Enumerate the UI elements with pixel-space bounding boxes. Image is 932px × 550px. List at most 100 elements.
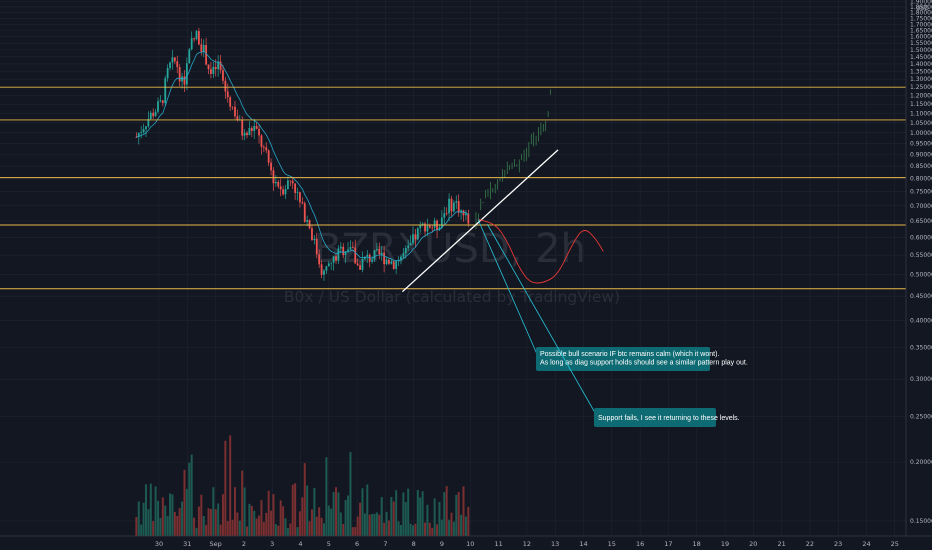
volume-bar [176, 515, 179, 536]
candle-body [195, 31, 198, 40]
candle-body [229, 97, 232, 107]
candle-body [299, 192, 301, 203]
candle-body [448, 198, 450, 214]
diagonal-support-trendline[interactable] [401, 149, 559, 293]
y-tick-label: 1.85000000 [910, 4, 932, 11]
candle-body [349, 247, 352, 250]
candle-body [301, 202, 304, 204]
volume-bar [214, 509, 217, 536]
volume-bar [397, 521, 400, 536]
annotation-bear-box[interactable] [594, 408, 716, 427]
candle-body [246, 132, 248, 136]
volume-bar [392, 501, 395, 536]
volume-bar [436, 524, 439, 536]
volume-bar [361, 488, 364, 536]
candle-body [385, 259, 388, 265]
x-tick-label: 4 [298, 540, 302, 548]
volume-bar [371, 513, 374, 536]
y-tick-label: 0.70000000 [910, 203, 932, 210]
volume-bar [395, 490, 398, 536]
candle-body [318, 254, 321, 265]
candle-body [388, 259, 390, 264]
candles [135, 27, 470, 281]
volume-bar [450, 512, 453, 536]
candle-body [404, 247, 407, 254]
candle-body [142, 129, 145, 133]
volume-bar [426, 504, 429, 536]
annotation-bull-box[interactable] [536, 347, 710, 371]
y-tick-label: 1.40000000 [910, 61, 932, 68]
volume-bar [294, 483, 297, 536]
candle-body [274, 181, 277, 184]
candle-body [231, 106, 234, 108]
time-axis[interactable]: 30 31 Sep 2 3 4 5 6 7 8 9 10 11 12 13 14 15 16 17 18 19 20 21 2… [0, 535, 932, 550]
volume-bar [424, 522, 427, 536]
candle-body [344, 251, 347, 256]
volume-bar [231, 519, 234, 536]
volume-bar [159, 517, 162, 536]
volume-bar [431, 527, 434, 536]
volume-bar [298, 511, 301, 536]
candle-body [303, 203, 306, 222]
candle-body [198, 31, 200, 45]
candle-body [289, 180, 292, 182]
candle-body [416, 228, 419, 240]
x-tick-label: 18 [693, 540, 701, 548]
x-tick-label: 17 [664, 540, 672, 548]
candle-body [224, 80, 227, 92]
price-axis-background [906, 0, 932, 550]
y-tick-label: 0.35000000 [910, 345, 932, 352]
x-tick-label: 3 [270, 540, 274, 548]
x-tick-label: 11 [494, 540, 502, 548]
candle-body [294, 183, 297, 193]
candle-body [407, 245, 410, 248]
volume-bar [363, 513, 366, 536]
volume-bar [443, 492, 446, 536]
y-tick-label: 1.10000000 [910, 110, 932, 117]
candle-body [462, 210, 465, 216]
volume-bar [322, 523, 325, 536]
candle-body [421, 223, 424, 226]
volume-bar [171, 494, 174, 536]
y-tick-label: 0.50000000 [910, 272, 932, 279]
volume-bar [368, 514, 371, 536]
y-tick-label: 0.45000000 [910, 293, 932, 300]
volume-bar [233, 487, 236, 536]
candle-body [376, 249, 378, 251]
candle-body [154, 111, 157, 117]
grid [0, 0, 906, 536]
candle-body [445, 213, 448, 215]
volume-bar [195, 527, 198, 536]
x-tick-label: 12 [523, 540, 531, 548]
volume-bar [197, 506, 200, 536]
volume-bar [209, 509, 212, 536]
candle-body [178, 67, 181, 82]
candle-body [380, 252, 383, 255]
y-tick-label: 0.80000000 [910, 175, 932, 182]
candle-body [440, 217, 443, 228]
volume-bar [190, 454, 193, 536]
moving-average-line [136, 50, 469, 262]
volume-bar [339, 512, 342, 536]
price-axis[interactable]: 1.900000001.850000001.800000001.75000000… [905, 0, 932, 550]
candle-body [181, 76, 183, 82]
y-tick-label: 1.50000000 [910, 47, 932, 54]
annotations: Possible bull scenario IF btc remains ca… [477, 219, 748, 427]
volume-bars [135, 435, 470, 536]
y-tick-label: 0.95000000 [910, 140, 932, 147]
candle-body [279, 186, 282, 190]
y-tick-label: 1.00000000 [910, 130, 932, 137]
y-tick-label: 0.25000000 [910, 413, 932, 420]
candle-body [135, 136, 138, 138]
candle-body [137, 132, 140, 138]
volume-bar [260, 500, 263, 536]
x-tick-label: 5 [327, 540, 331, 548]
candle-body [428, 225, 431, 228]
time-axis-background [0, 536, 932, 550]
candle-body [373, 250, 376, 260]
candle-body [188, 49, 191, 64]
volume-bar [342, 523, 345, 536]
candle-body [267, 150, 270, 163]
volume-bar [349, 452, 352, 536]
